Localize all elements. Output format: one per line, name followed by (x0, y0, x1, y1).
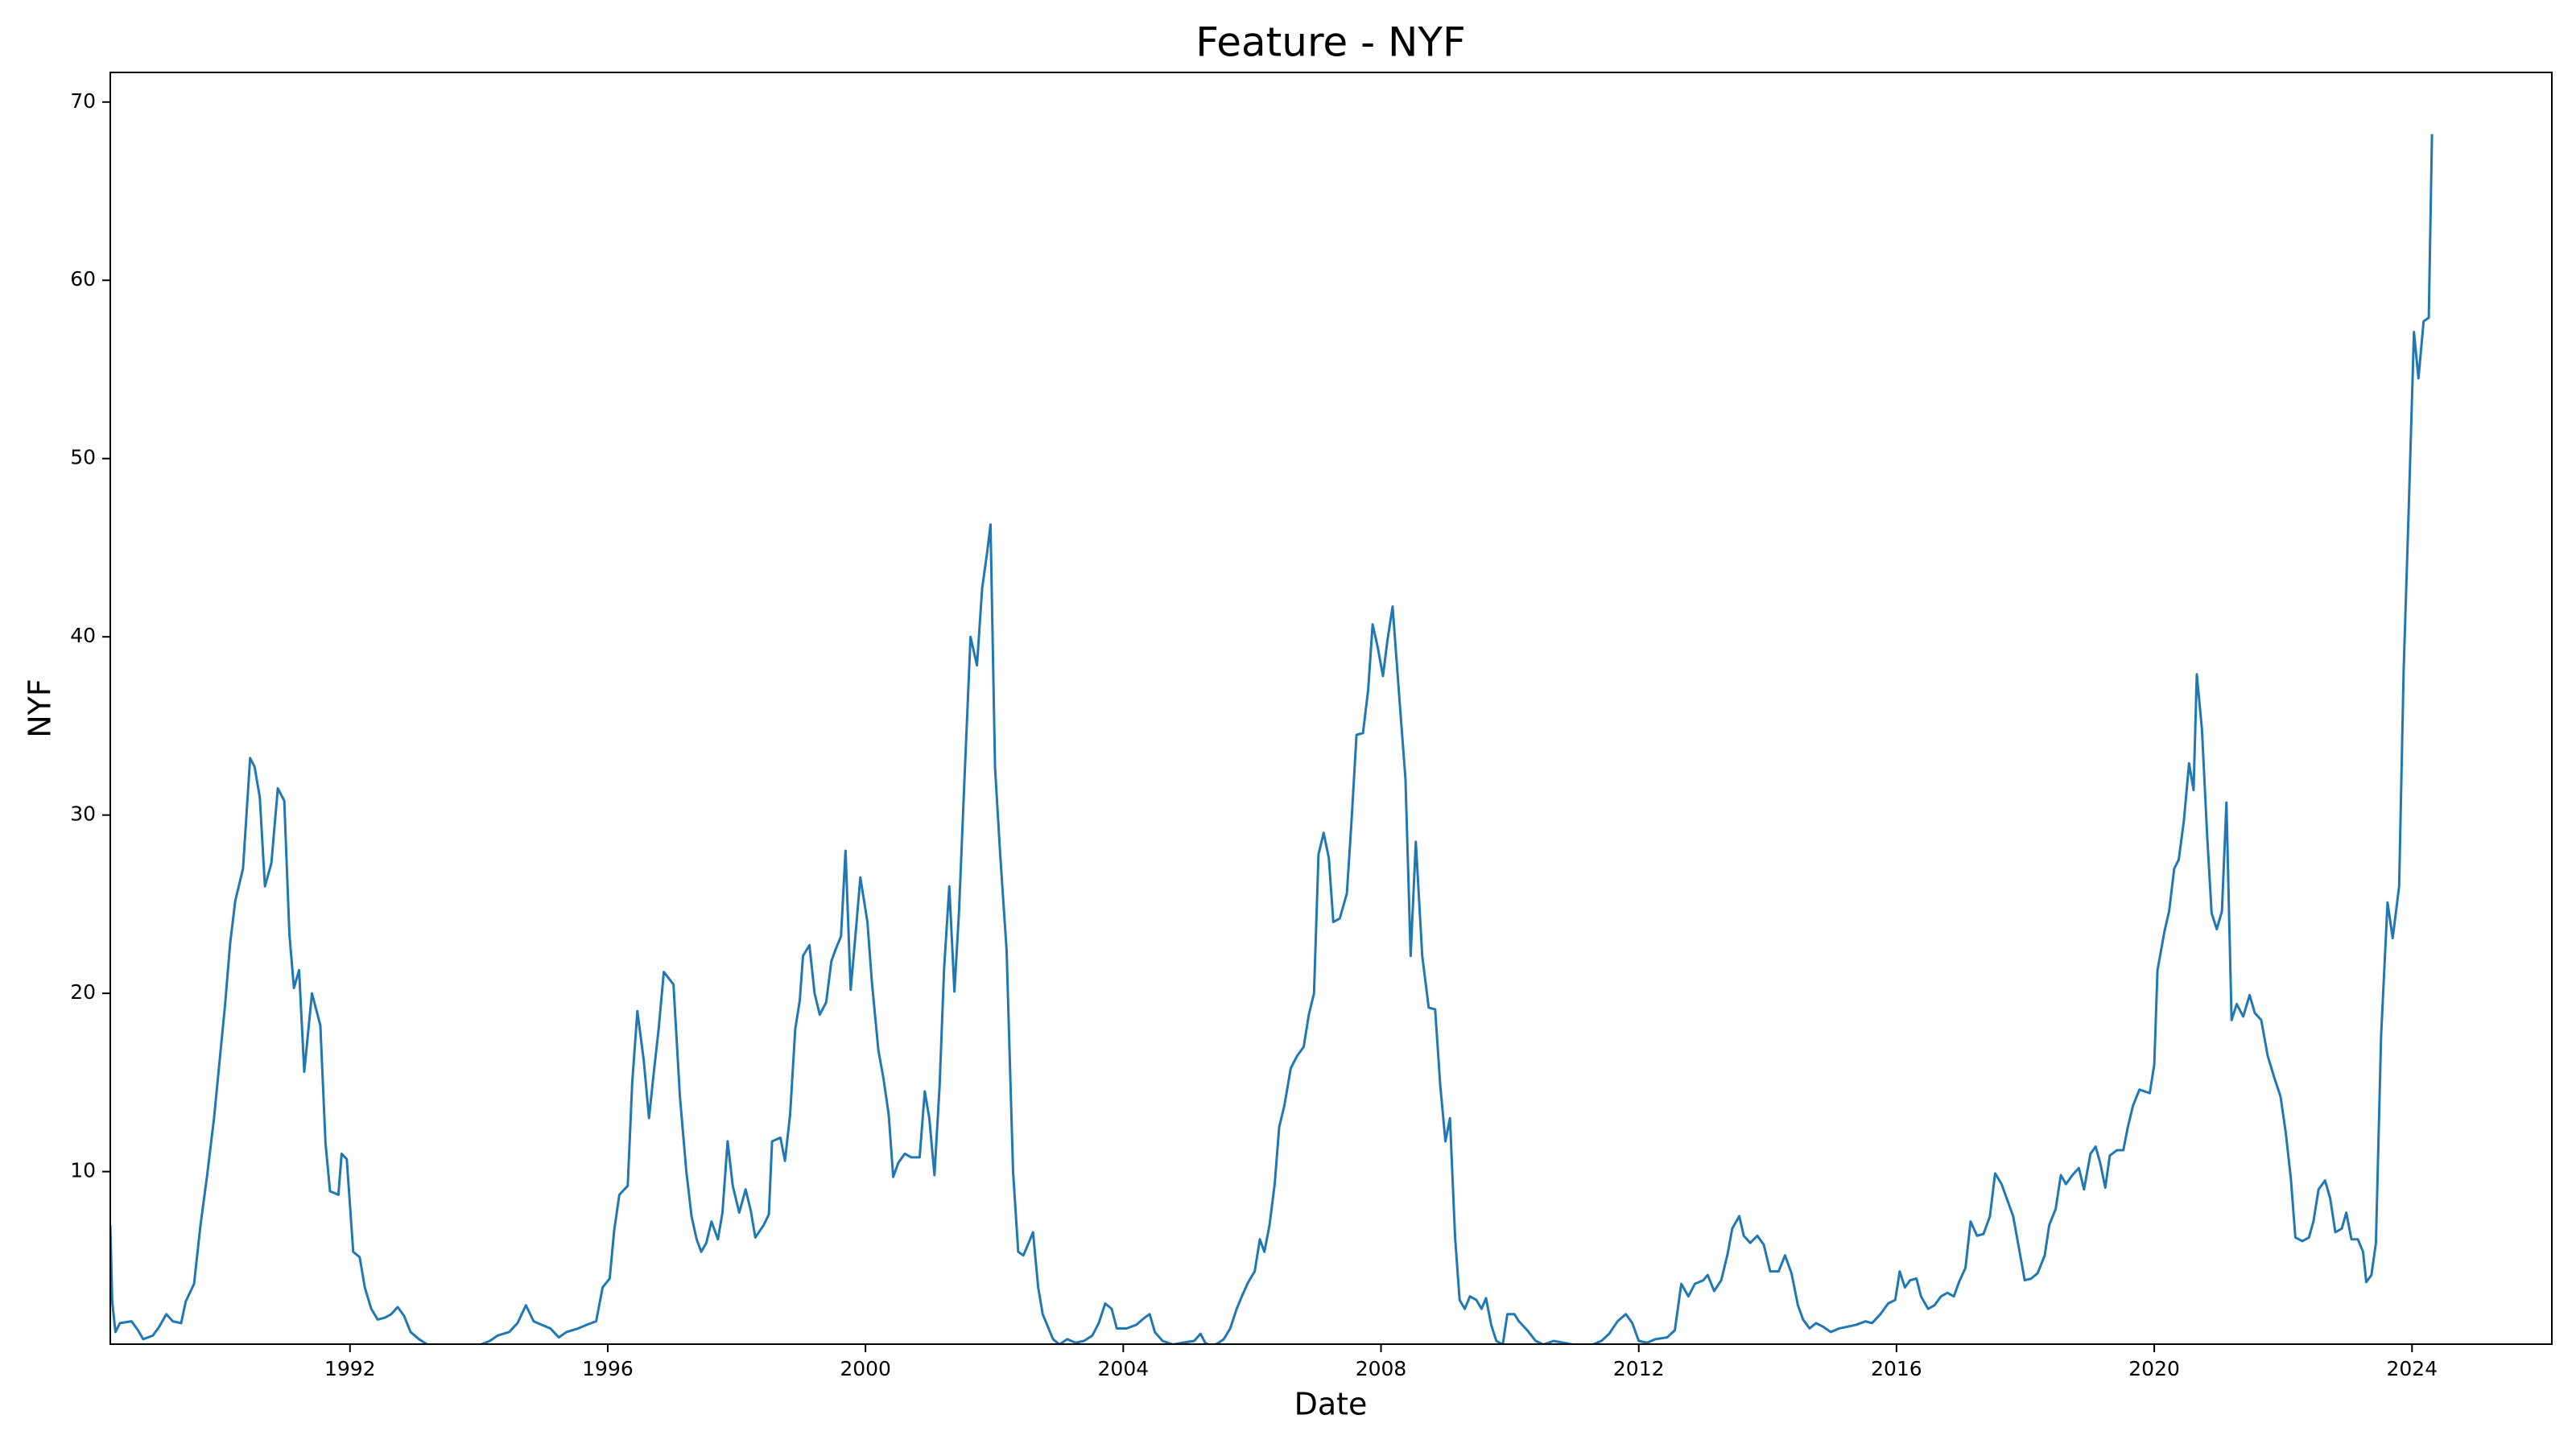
y-axis-label: NYF (23, 679, 58, 738)
y-tick-label: 10 (70, 1159, 96, 1182)
x-tick-label: 1996 (582, 1357, 634, 1380)
x-tick-label: 1992 (324, 1357, 376, 1380)
x-tick-label: 2020 (2128, 1357, 2180, 1380)
x-tick-label: 2000 (840, 1357, 891, 1380)
plot-frame (109, 72, 2553, 1345)
y-tick-label: 40 (70, 624, 96, 647)
y-tick-label: 30 (70, 802, 96, 826)
chart-title: Feature - NYF (1195, 19, 1465, 66)
x-tick-label: 2024 (2386, 1357, 2438, 1380)
x-tick-label: 2016 (1871, 1357, 1922, 1380)
x-tick-label: 2012 (1613, 1357, 1665, 1380)
x-axis-label: Date (1294, 1387, 1368, 1422)
x-tick-label: 2008 (1356, 1357, 1407, 1380)
y-tick-label: 60 (70, 267, 96, 291)
x-tick-label: 2004 (1098, 1357, 1150, 1380)
y-tick-label: 20 (70, 980, 96, 1004)
y-tick-label: 50 (70, 446, 96, 469)
y-tick-label: 70 (70, 89, 96, 113)
data-line (110, 134, 2434, 1344)
